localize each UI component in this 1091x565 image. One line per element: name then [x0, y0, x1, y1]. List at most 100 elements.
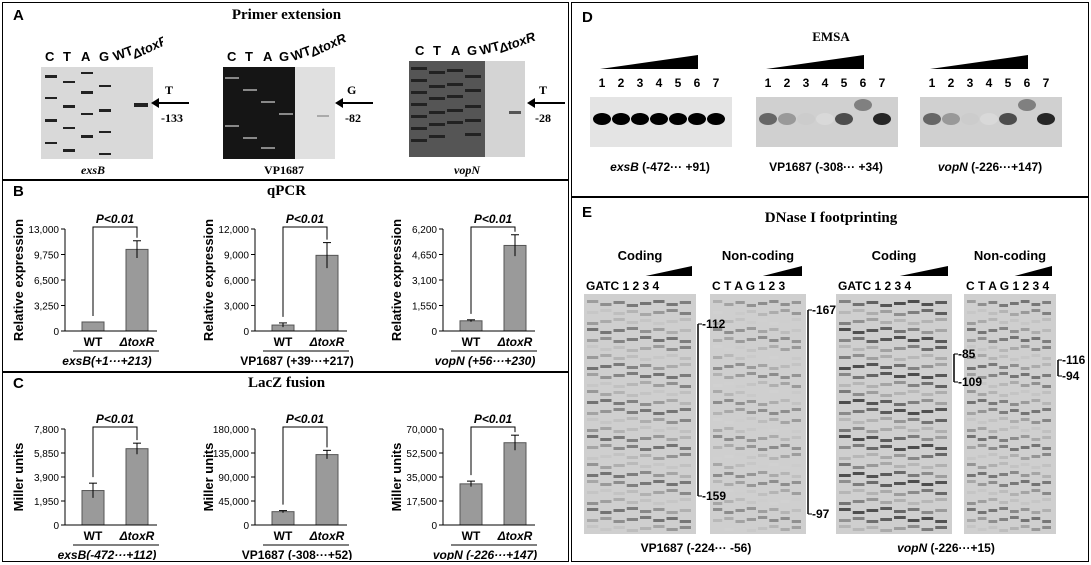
gel-band	[735, 498, 745, 501]
gel-band	[600, 354, 612, 357]
gel-band	[894, 493, 906, 496]
lane-number: 5	[841, 76, 848, 90]
gel-band	[1042, 340, 1051, 343]
gel-band	[600, 489, 612, 492]
gel-band	[679, 520, 691, 523]
gel-band	[780, 421, 790, 424]
gel-band	[907, 463, 920, 466]
gel-band	[1031, 438, 1041, 441]
gel-band	[1042, 363, 1051, 366]
gel-band	[746, 372, 756, 375]
gel-band	[758, 454, 768, 457]
gel-band	[921, 337, 934, 340]
gel-band	[839, 384, 851, 387]
gel-band	[1010, 465, 1019, 468]
gel-band	[880, 394, 892, 397]
gel-band	[852, 483, 865, 486]
gel-band	[907, 429, 920, 432]
gel-band	[1010, 313, 1019, 316]
gel-band	[907, 412, 920, 415]
gel-band	[961, 113, 979, 125]
gel-band	[769, 508, 779, 511]
gel-band	[600, 309, 612, 312]
gel-band	[999, 394, 1008, 397]
gel-band	[894, 409, 906, 412]
gel-band	[653, 356, 665, 359]
gel-band	[724, 393, 734, 396]
gel-band	[758, 448, 768, 451]
gel-band	[746, 417, 756, 420]
gel-band	[852, 365, 865, 368]
gel-band	[758, 426, 768, 429]
gel-band	[613, 318, 625, 321]
emsa-caption: exsB (-472··· +91)	[610, 160, 710, 174]
gel-band	[780, 500, 790, 503]
gel-band	[1010, 527, 1019, 530]
gel-band	[791, 436, 801, 439]
gel-band	[613, 391, 625, 394]
gel-band	[1031, 303, 1041, 306]
gel-band	[640, 347, 652, 350]
gel-band	[587, 390, 599, 393]
dnase-wedge	[1014, 266, 1052, 276]
gel-band	[791, 481, 801, 484]
gel-band	[866, 340, 879, 343]
gel-band	[600, 393, 612, 396]
gel-band	[724, 455, 734, 458]
lane-number: 7	[1043, 76, 1050, 90]
gel-band	[967, 463, 976, 466]
gel-band	[653, 519, 665, 522]
gel-band	[653, 311, 665, 314]
gel-band	[866, 329, 879, 332]
gel-band	[724, 483, 734, 486]
position-label: -116	[1062, 353, 1086, 367]
gel-band	[1031, 348, 1041, 351]
lane-labels: GATC 1 2 3 4	[586, 279, 659, 293]
gel-band	[626, 518, 638, 521]
lane-number: 3	[803, 76, 810, 90]
gel-band	[666, 309, 678, 312]
gel-band	[758, 493, 768, 496]
gel-band	[999, 439, 1008, 442]
gel-band	[1037, 113, 1055, 125]
gel-band	[713, 390, 723, 393]
gel-band	[1042, 329, 1051, 332]
gel-band	[1042, 312, 1051, 315]
gel-band	[852, 517, 865, 520]
gel-band	[880, 501, 892, 504]
gel-band	[613, 301, 625, 304]
gel-band	[653, 508, 665, 511]
primer-pos-vopn: -28	[535, 111, 551, 125]
panel-label-c: C	[13, 375, 24, 392]
gel-band	[852, 348, 865, 351]
gel-band	[894, 426, 906, 429]
p-value-label: P<0.01	[286, 212, 325, 226]
gel-band	[791, 301, 801, 304]
gel-band	[758, 375, 768, 378]
gel-band	[746, 327, 756, 330]
gel-band	[600, 528, 612, 531]
gel-band	[600, 455, 612, 458]
p-value-label: P<0.01	[96, 412, 135, 426]
gel-band	[780, 393, 790, 396]
panel-title-b: qPCR	[266, 183, 307, 199]
gel-band	[653, 480, 665, 483]
gel-band	[746, 338, 756, 341]
gel-band	[769, 491, 779, 494]
y-tick-label: 35,000	[406, 473, 437, 484]
gel-band	[1020, 401, 1030, 404]
gel-band	[600, 331, 612, 334]
gel-band	[666, 472, 678, 475]
gel-band	[780, 466, 790, 469]
gel-band	[988, 509, 998, 512]
gel-band	[839, 339, 851, 342]
gel-band	[587, 384, 599, 387]
gel-band	[587, 311, 599, 314]
gel-band	[626, 366, 638, 369]
gel-band	[626, 439, 638, 442]
position-label: -97	[812, 507, 830, 521]
gel-band	[1031, 455, 1041, 458]
primer-gel-vp1687: C T A G WT ΔtoxR G -82 VP1687	[213, 31, 383, 177]
gel-band	[907, 480, 920, 483]
gel-band	[839, 457, 851, 460]
